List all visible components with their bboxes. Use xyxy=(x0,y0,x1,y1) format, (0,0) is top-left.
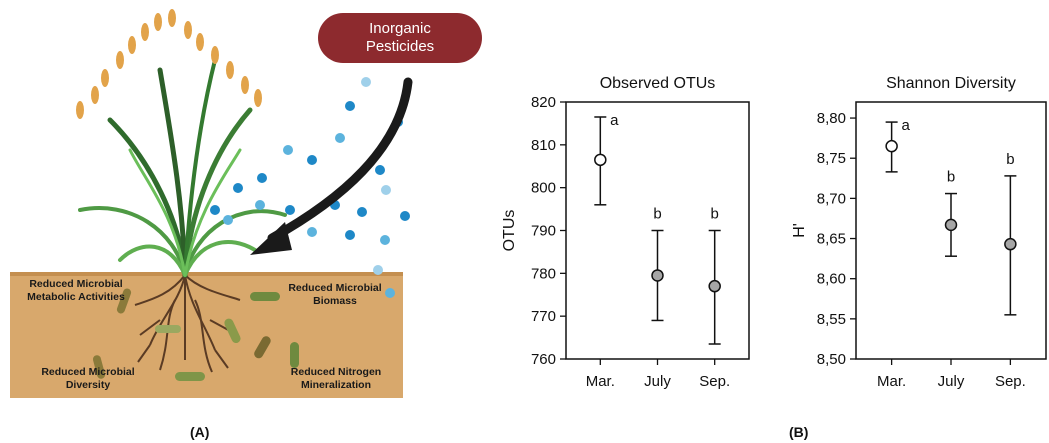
y-axis-label: H' xyxy=(791,223,808,238)
soil-label-nitrogen: Reduced Nitrogen Mineralization xyxy=(291,366,381,391)
x-tick-label: Sep. xyxy=(995,373,1026,390)
y-tick-label: 790 xyxy=(531,223,556,240)
group-letter: a xyxy=(901,117,910,134)
chart-title: Observed OTUs xyxy=(600,75,716,92)
pesticide-badge xyxy=(318,13,482,63)
x-tick-label: Mar. xyxy=(877,373,906,390)
mean-point xyxy=(1004,237,1017,251)
y-tick-label: 8,70 xyxy=(817,190,846,207)
rice-panicles xyxy=(76,9,262,119)
y-tick-label: 810 xyxy=(531,137,556,154)
pesticide-droplets xyxy=(210,77,410,298)
mean-point xyxy=(708,279,721,293)
soil-surface xyxy=(10,272,403,276)
illustration-panel-a: Inorganic Pesticides Reduced Microbial Met… xyxy=(10,9,482,398)
y-axis-label: OTUs xyxy=(501,210,518,252)
y-tick-label: 8,80 xyxy=(817,110,846,127)
group-letter: b xyxy=(1006,151,1014,168)
chart-title: Shannon Diversity xyxy=(886,75,1016,92)
mean-point xyxy=(594,153,607,167)
x-tick-label: July xyxy=(938,373,965,390)
mean-point xyxy=(944,218,958,232)
panel-b-caption: (B) xyxy=(789,424,809,440)
x-tick-label: Sep. xyxy=(699,373,730,390)
plant-roots xyxy=(134,274,241,373)
group-letter: a xyxy=(610,112,619,129)
pesticide-badge-label: Inorganic Pesticides xyxy=(366,20,434,55)
y-tick-label: 800 xyxy=(531,180,556,197)
soil-microbes xyxy=(92,288,299,381)
soil-block xyxy=(10,272,403,398)
panel-a-caption: (A) xyxy=(190,424,210,440)
y-tick-label: 780 xyxy=(531,265,556,282)
y-tick-label: 770 xyxy=(531,308,556,325)
mean-point xyxy=(651,269,664,282)
y-tick-label: 8,65 xyxy=(817,231,846,248)
soil-label-metabolic: Reduced Microbial Metabolic Activities xyxy=(27,278,125,303)
rice-plant xyxy=(78,58,287,278)
y-tick-label: 820 xyxy=(531,94,556,111)
pesticide-arrow xyxy=(250,77,413,255)
x-tick-label: Mar. xyxy=(586,373,615,390)
chart-1: Shannon Diversity H' 8,50 8,55 8,60 8,65 8,70 8… xyxy=(791,75,1047,390)
y-tick-label: 8,55 xyxy=(817,311,846,328)
y-tick-label: 8,75 xyxy=(817,150,846,167)
y-tick-label: 760 xyxy=(531,351,556,368)
group-letter: b xyxy=(711,206,719,223)
group-letter: b xyxy=(653,206,661,223)
chart-0: Observed OTUs OTUs 760 770 780 790 800 810 820 Ma… xyxy=(501,75,750,390)
soil-label-diversity: Reduced Microbial Diversity xyxy=(41,366,134,391)
soil-label-biomass: Reduced Microbial Biomass xyxy=(288,282,381,307)
group-letter: b xyxy=(947,169,955,186)
y-tick-label: 8,50 xyxy=(817,351,846,368)
x-tick-label: July xyxy=(644,373,671,390)
y-tick-label: 8,60 xyxy=(817,271,846,288)
mean-point xyxy=(885,139,898,153)
